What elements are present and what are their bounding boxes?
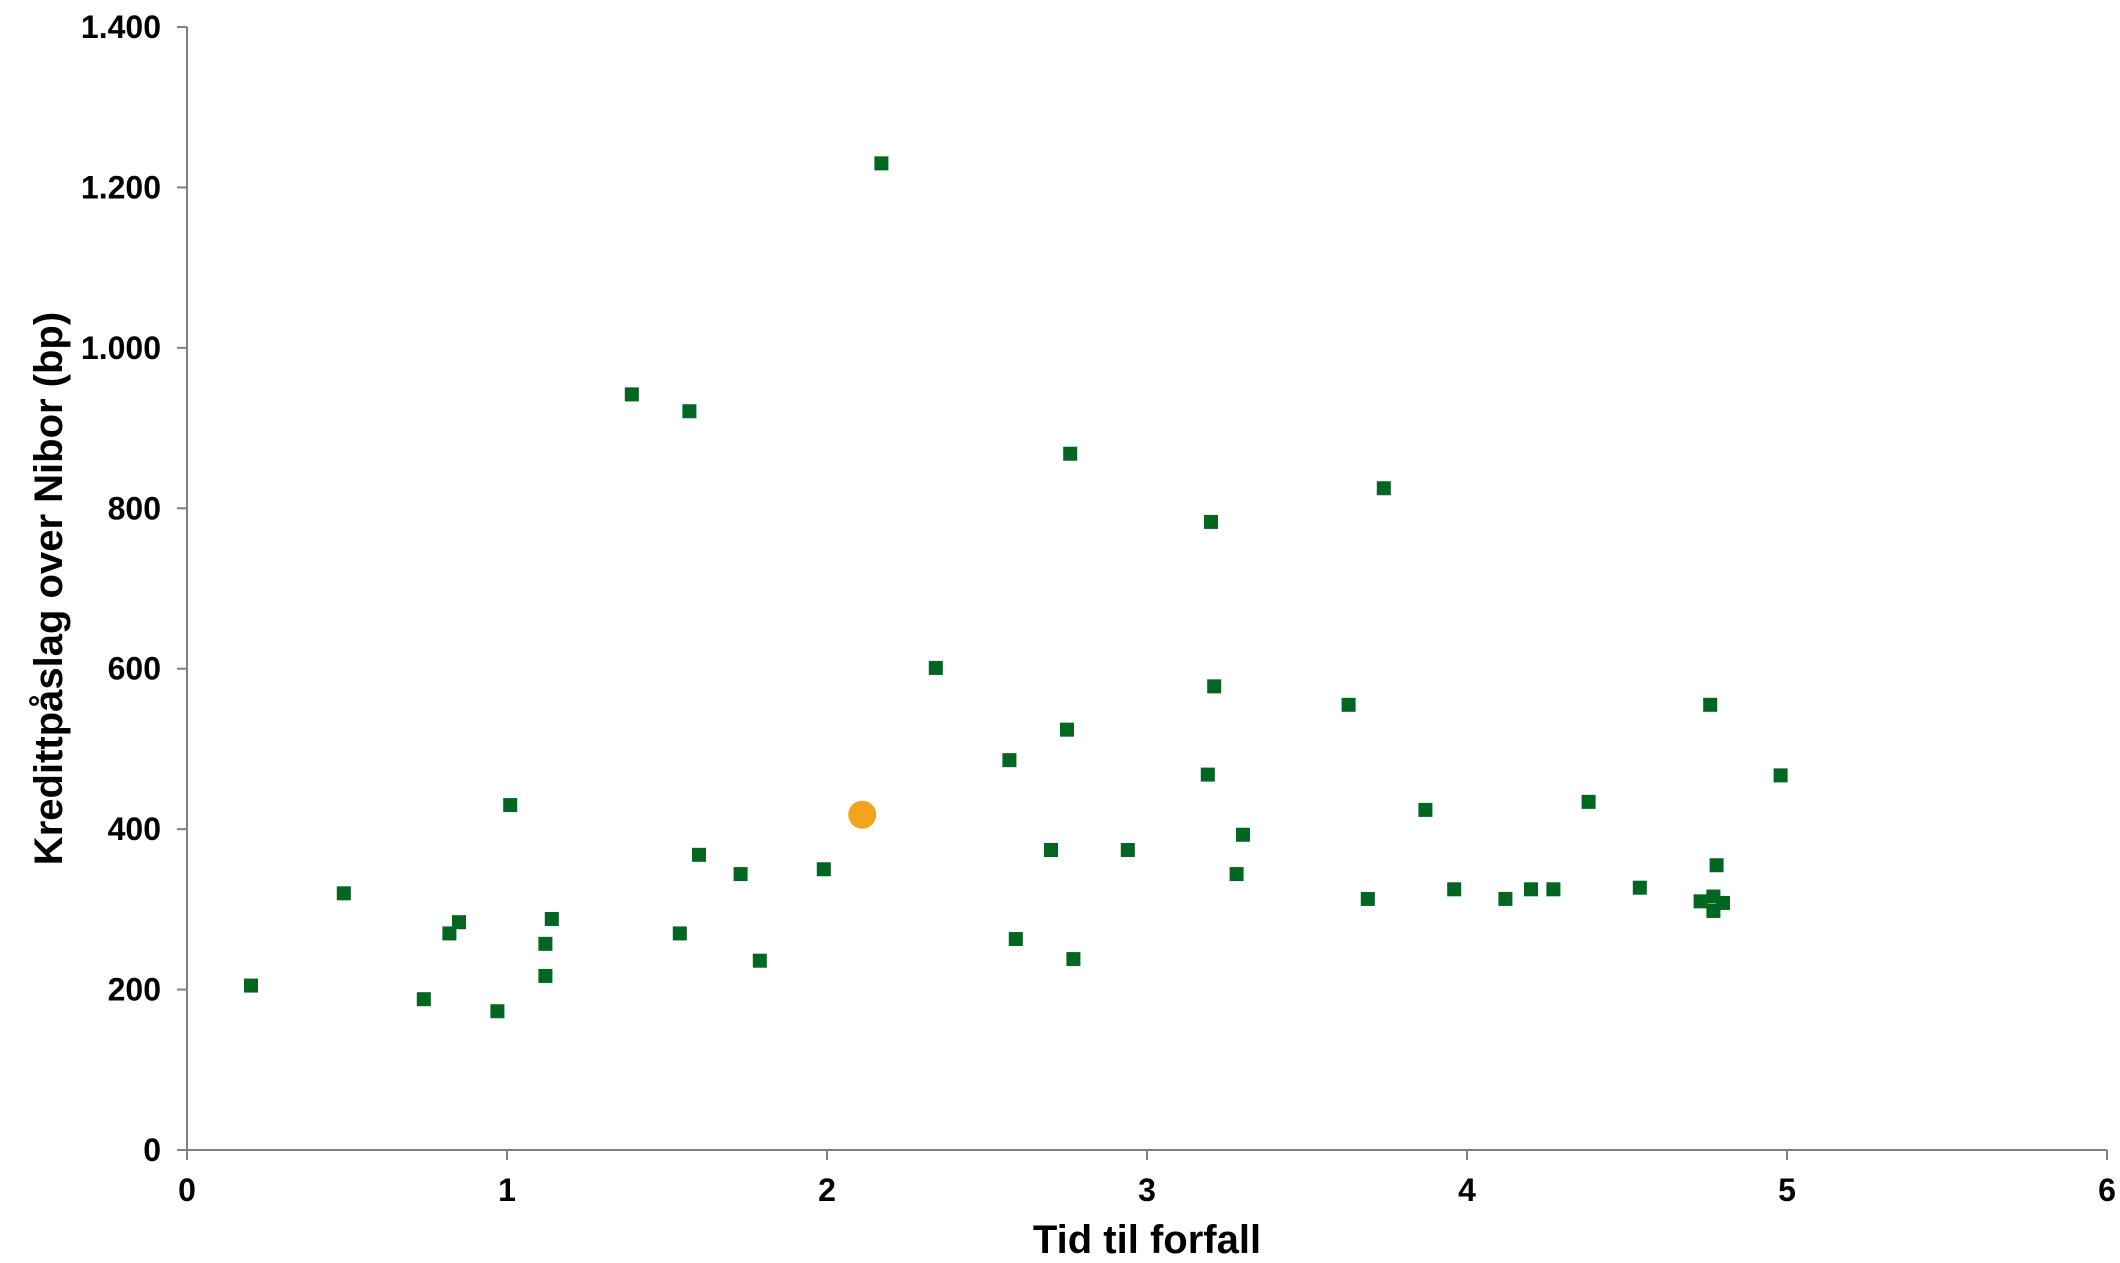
data-point — [1376, 481, 1391, 496]
data-point — [692, 847, 706, 862]
data-point — [1044, 842, 1058, 857]
data-point — [1418, 802, 1433, 817]
x-tick-label: 0 — [178, 1172, 196, 1208]
data-point — [1008, 932, 1023, 947]
data-point — [1498, 891, 1513, 906]
data-point — [752, 953, 767, 968]
y-tick-label: 1.000 — [81, 330, 161, 366]
data-point — [1066, 952, 1081, 967]
y-tick-label: 200 — [108, 972, 161, 1008]
data-point — [1693, 894, 1708, 909]
data-point — [452, 915, 466, 930]
data-point — [442, 926, 457, 941]
data-point — [1002, 753, 1017, 768]
data-point — [1204, 514, 1218, 529]
data-point — [1120, 842, 1135, 857]
y-tick-label: 1.400 — [81, 9, 161, 45]
data-point — [544, 911, 559, 926]
x-tick-label: 6 — [2098, 1172, 2116, 1208]
data-point — [1709, 858, 1724, 873]
data-point — [1546, 882, 1561, 897]
x-tick-label: 4 — [1458, 1172, 1476, 1208]
y-tick-label: 800 — [108, 490, 161, 526]
data-point — [1360, 891, 1375, 906]
data-point — [733, 867, 748, 882]
data-point — [1207, 679, 1222, 694]
x-tick-label: 2 — [818, 1172, 836, 1208]
data-point — [336, 886, 351, 901]
data-point — [816, 862, 831, 877]
data-point — [624, 387, 639, 402]
data-point — [1229, 867, 1244, 882]
data-point — [538, 936, 553, 951]
data-point — [1236, 827, 1250, 842]
data-point — [1773, 768, 1788, 783]
data-point — [874, 156, 889, 171]
data-point — [1581, 794, 1596, 809]
data-point — [1632, 880, 1647, 895]
data-point — [1063, 446, 1078, 461]
x-axis-title: Tid til forfall — [1033, 1218, 1261, 1262]
data-point — [682, 404, 697, 419]
data-point — [416, 992, 431, 1007]
data-point — [1341, 697, 1356, 712]
y-tick-label: 0 — [143, 1132, 161, 1168]
x-tick-label: 1 — [498, 1172, 516, 1208]
data-point — [490, 1004, 505, 1019]
y-axis-title: Kredittpåslag over Nibor (bp) — [27, 312, 71, 865]
data-point — [1060, 722, 1074, 737]
y-tick-label: 1.200 — [81, 169, 161, 205]
data-point — [244, 978, 258, 993]
x-tick-label: 3 — [1138, 1172, 1156, 1208]
data-point — [1524, 882, 1538, 897]
data-point — [1716, 895, 1730, 910]
highlight-point — [848, 800, 877, 829]
x-tick-label: 5 — [1778, 1172, 1796, 1208]
data-point — [672, 926, 687, 941]
data-point — [538, 968, 553, 983]
y-tick-label: 400 — [108, 811, 161, 847]
data-point — [928, 660, 943, 675]
y-tick-label: 600 — [108, 651, 161, 687]
data-point — [1703, 697, 1718, 712]
data-point — [503, 798, 518, 813]
data-point — [1447, 882, 1462, 897]
data-point — [1200, 767, 1215, 782]
